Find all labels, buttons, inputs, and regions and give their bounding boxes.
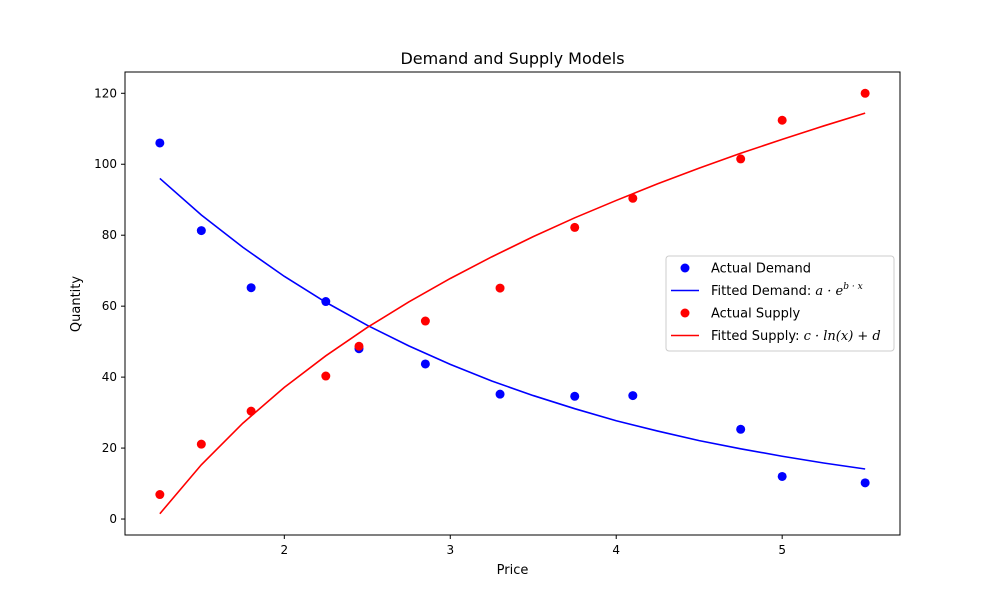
legend-label: Fitted Demand: a · eb · x (711, 282, 863, 299)
y-tick-label: 100 (94, 157, 117, 171)
y-tick-label: 0 (109, 512, 117, 526)
x-tick-label: 5 (778, 543, 786, 557)
legend-marker-swatch (680, 308, 690, 318)
legend: Actual Demand Fitted Demand: a · eb · x Ac… (665, 255, 895, 352)
data-point (246, 283, 256, 293)
legend-box (665, 255, 895, 352)
data-point (495, 283, 505, 293)
y-tick-label: 40 (102, 370, 117, 384)
x-tick-label: 3 (446, 543, 454, 557)
data-point (196, 439, 206, 449)
fitted-line-3 (159, 112, 866, 515)
legend-label: Actual Supply (711, 307, 800, 322)
y-tick-label: 120 (94, 86, 117, 100)
legend-entry: Fitted Demand: a · eb · x (671, 282, 863, 299)
data-point (420, 316, 430, 326)
data-point (628, 193, 638, 203)
x-axis-label: Price (497, 563, 529, 578)
legend-entry: Actual Demand (680, 262, 811, 277)
fitted-line-1 (159, 177, 866, 470)
data-point (860, 478, 870, 488)
series-3 (159, 112, 866, 515)
data-point (570, 391, 580, 401)
data-point (777, 115, 787, 125)
x-tick-label: 2 (280, 543, 288, 557)
data-point (354, 341, 364, 351)
data-point (628, 391, 638, 401)
chart-title: Demand and Supply Models (400, 49, 624, 68)
legend-marker-swatch (680, 263, 690, 273)
plot-frame (124, 71, 901, 536)
data-point (495, 389, 505, 399)
data-point (155, 138, 165, 148)
x-tick-label: 4 (612, 543, 620, 557)
series-2 (155, 88, 870, 500)
data-point (155, 490, 165, 500)
data-point (736, 154, 746, 164)
legend-entry: Actual Supply (680, 307, 800, 322)
data-point (420, 359, 430, 369)
data-point (736, 424, 746, 434)
plot-area (155, 88, 870, 515)
legend-label: Actual Demand (711, 262, 811, 277)
data-point (196, 226, 206, 236)
y-tick-label: 60 (102, 299, 117, 313)
series-1 (159, 177, 866, 470)
data-point (570, 222, 580, 232)
data-point (777, 471, 787, 481)
legend-label: Fitted Supply: c · ln(x) + d (711, 329, 881, 344)
data-point (860, 88, 870, 98)
data-point (321, 371, 331, 381)
y-axis-label: Quantity (69, 276, 84, 332)
legend-entry: Fitted Supply: c · ln(x) + d (671, 329, 881, 344)
axes: 2 3 4 5 0 20 40 60 80 100 120 (94, 71, 901, 557)
y-tick-label: 80 (102, 228, 117, 242)
y-tick-label: 20 (102, 441, 117, 455)
